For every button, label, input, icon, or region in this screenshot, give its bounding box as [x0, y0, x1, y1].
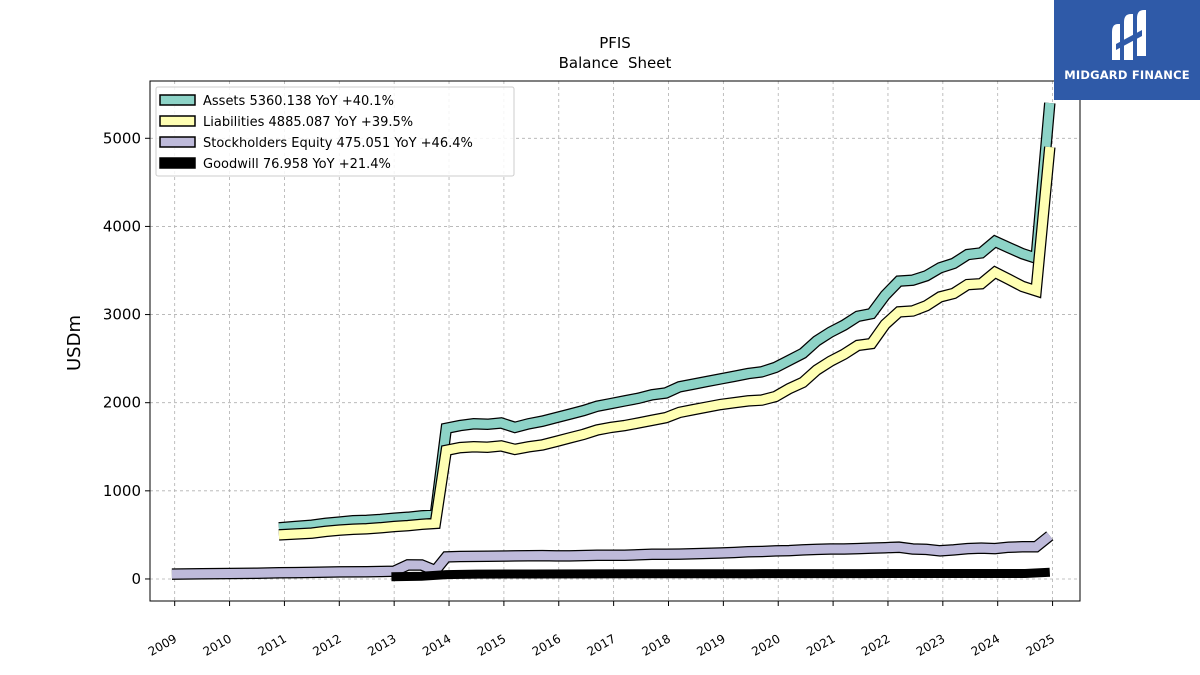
series-line: [391, 567, 1051, 582]
legend-swatch: [159, 115, 196, 127]
x-tick-label: 2018: [640, 631, 673, 658]
y-tick-label: 3000: [103, 306, 141, 324]
x-tick-label: 2015: [475, 631, 508, 658]
x-tick-label: 2022: [859, 631, 892, 658]
legend-box: [155, 86, 515, 177]
x-tick-label: 2019: [694, 631, 727, 658]
y-tick-label: 1000: [103, 482, 141, 500]
x-tick-label: 2009: [146, 631, 179, 658]
y-tick-label: 0: [131, 570, 141, 588]
axes: 2009 2010 2011 2012 2013 2014 2015 2016 2017 2018…: [103, 129, 1057, 659]
series-layer: [171, 102, 1056, 582]
legend-swatch: [159, 157, 196, 169]
x-tick-label: 2023: [914, 631, 947, 658]
x-tick-label: 2011: [255, 631, 288, 658]
legend-label: Liabilities 4885.087 YoY +39.5%: [203, 115, 413, 130]
chart-title: PFIS: [599, 34, 631, 52]
y-tick-label: 4000: [103, 217, 141, 235]
y-tick-label: 5000: [103, 129, 141, 147]
legend: Assets 5360.138 YoY +40.1% Liabilities 48…: [155, 86, 515, 177]
series-line: [278, 102, 1055, 533]
series-line: [171, 532, 1053, 579]
legend-label: Stockholders Equity 475.051 YoY +46.4%: [203, 136, 473, 151]
legend-swatch: [159, 136, 196, 148]
series-line: [278, 146, 1055, 540]
x-tick-label: 2012: [310, 631, 343, 658]
midgard-logo-mark-icon: [1112, 10, 1146, 60]
legend-label: Goodwill 76.958 YoY +21.4%: [203, 157, 391, 172]
y-axis-label: USDm: [64, 315, 85, 371]
logo-wordmark: MIDGARD FINANCE: [1064, 68, 1190, 82]
chart-subtitle: Balance Sheet: [559, 54, 672, 72]
x-tick-label: 2025: [1024, 631, 1057, 658]
x-tick-label: 2020: [749, 631, 782, 658]
x-tick-label: 2021: [804, 631, 837, 658]
x-tick-label: 2014: [420, 631, 453, 658]
legend-label: Assets 5360.138 YoY +40.1%: [203, 94, 394, 109]
y-tick-label: 2000: [103, 394, 141, 412]
plot-area-frame: [149, 80, 1081, 602]
x-tick-label: 2017: [585, 631, 618, 658]
midgard-finance-logo: MIDGARD FINANCE: [1054, 0, 1200, 100]
x-tick-label: 2013: [365, 631, 398, 658]
x-tick-label: 2016: [530, 631, 563, 658]
legend-swatch: [159, 94, 196, 106]
x-tick-label: 2010: [201, 631, 234, 658]
x-tick-label: 2024: [969, 631, 1002, 658]
